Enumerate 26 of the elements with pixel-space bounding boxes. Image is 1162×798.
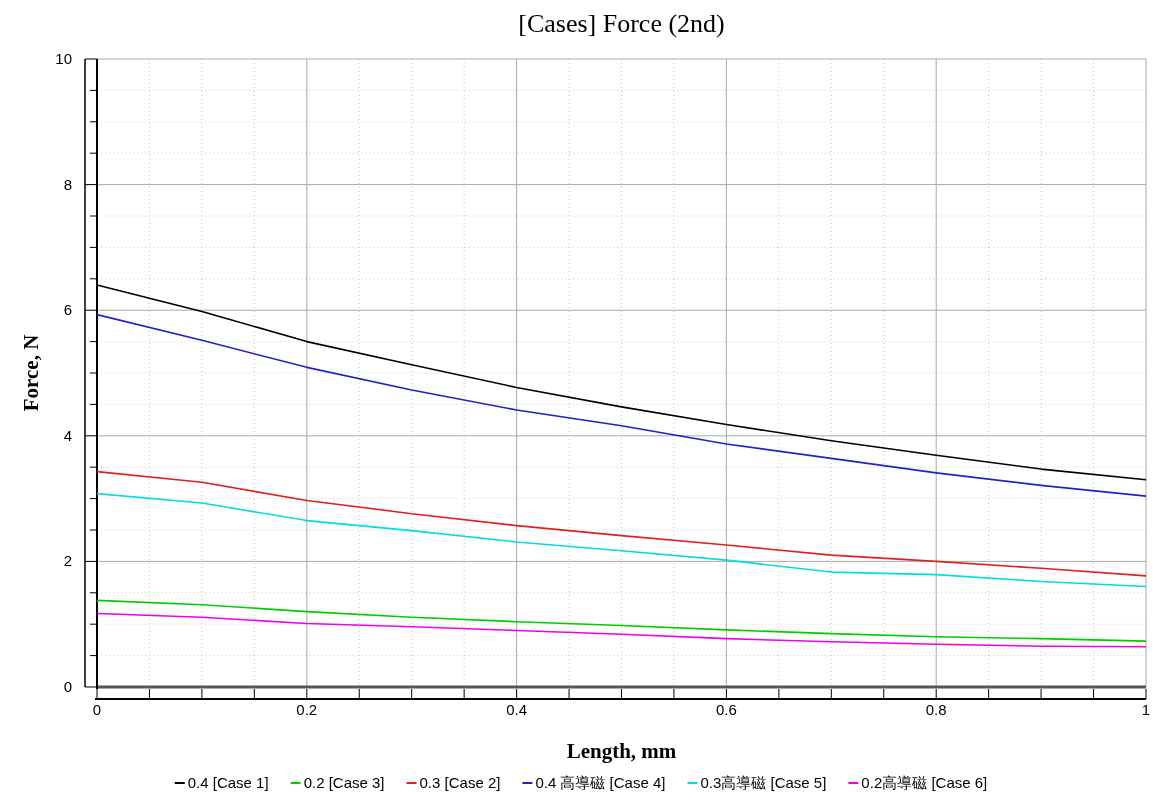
x-axis-title: Length, mm xyxy=(566,739,677,763)
y-tick-label: 0 xyxy=(63,678,72,695)
y-tick-label: 8 xyxy=(63,175,72,193)
line-series xyxy=(96,313,1147,497)
y-tick-label: 4 xyxy=(63,426,72,444)
line-series xyxy=(96,492,1147,588)
line-series xyxy=(96,599,1147,642)
y-tick-label: 2 xyxy=(63,552,72,570)
line-series xyxy=(96,612,1147,648)
legend-label: 0.3高導磁 [Case 5] xyxy=(700,774,827,791)
y-tick-label: 6 xyxy=(63,301,72,319)
x-tick-label: 0 xyxy=(92,701,102,718)
x-tick-label: 0.2 xyxy=(296,701,318,718)
y-axis-title: Force, N xyxy=(19,334,43,412)
legend-label: 0.4 [Case 1] xyxy=(187,774,269,791)
legend-label: 0.4 高導磁 [Case 4] xyxy=(535,774,666,791)
x-tick-label: 0.6 xyxy=(715,701,737,718)
legend-label: 0.3 [Case 2] xyxy=(419,774,501,791)
chart-title: [Cases] Force (2nd) xyxy=(518,9,725,38)
x-tick-label: 1 xyxy=(1141,701,1151,718)
x-tick-label: 0.8 xyxy=(925,701,947,718)
x-tick-label: 0.4 xyxy=(506,701,528,718)
legend-label: 0.2高導磁 [Case 6] xyxy=(861,774,988,791)
line-series xyxy=(96,470,1147,577)
y-tick-label: 10 xyxy=(55,50,72,67)
legend-label: 0.2 [Case 3] xyxy=(303,774,385,791)
